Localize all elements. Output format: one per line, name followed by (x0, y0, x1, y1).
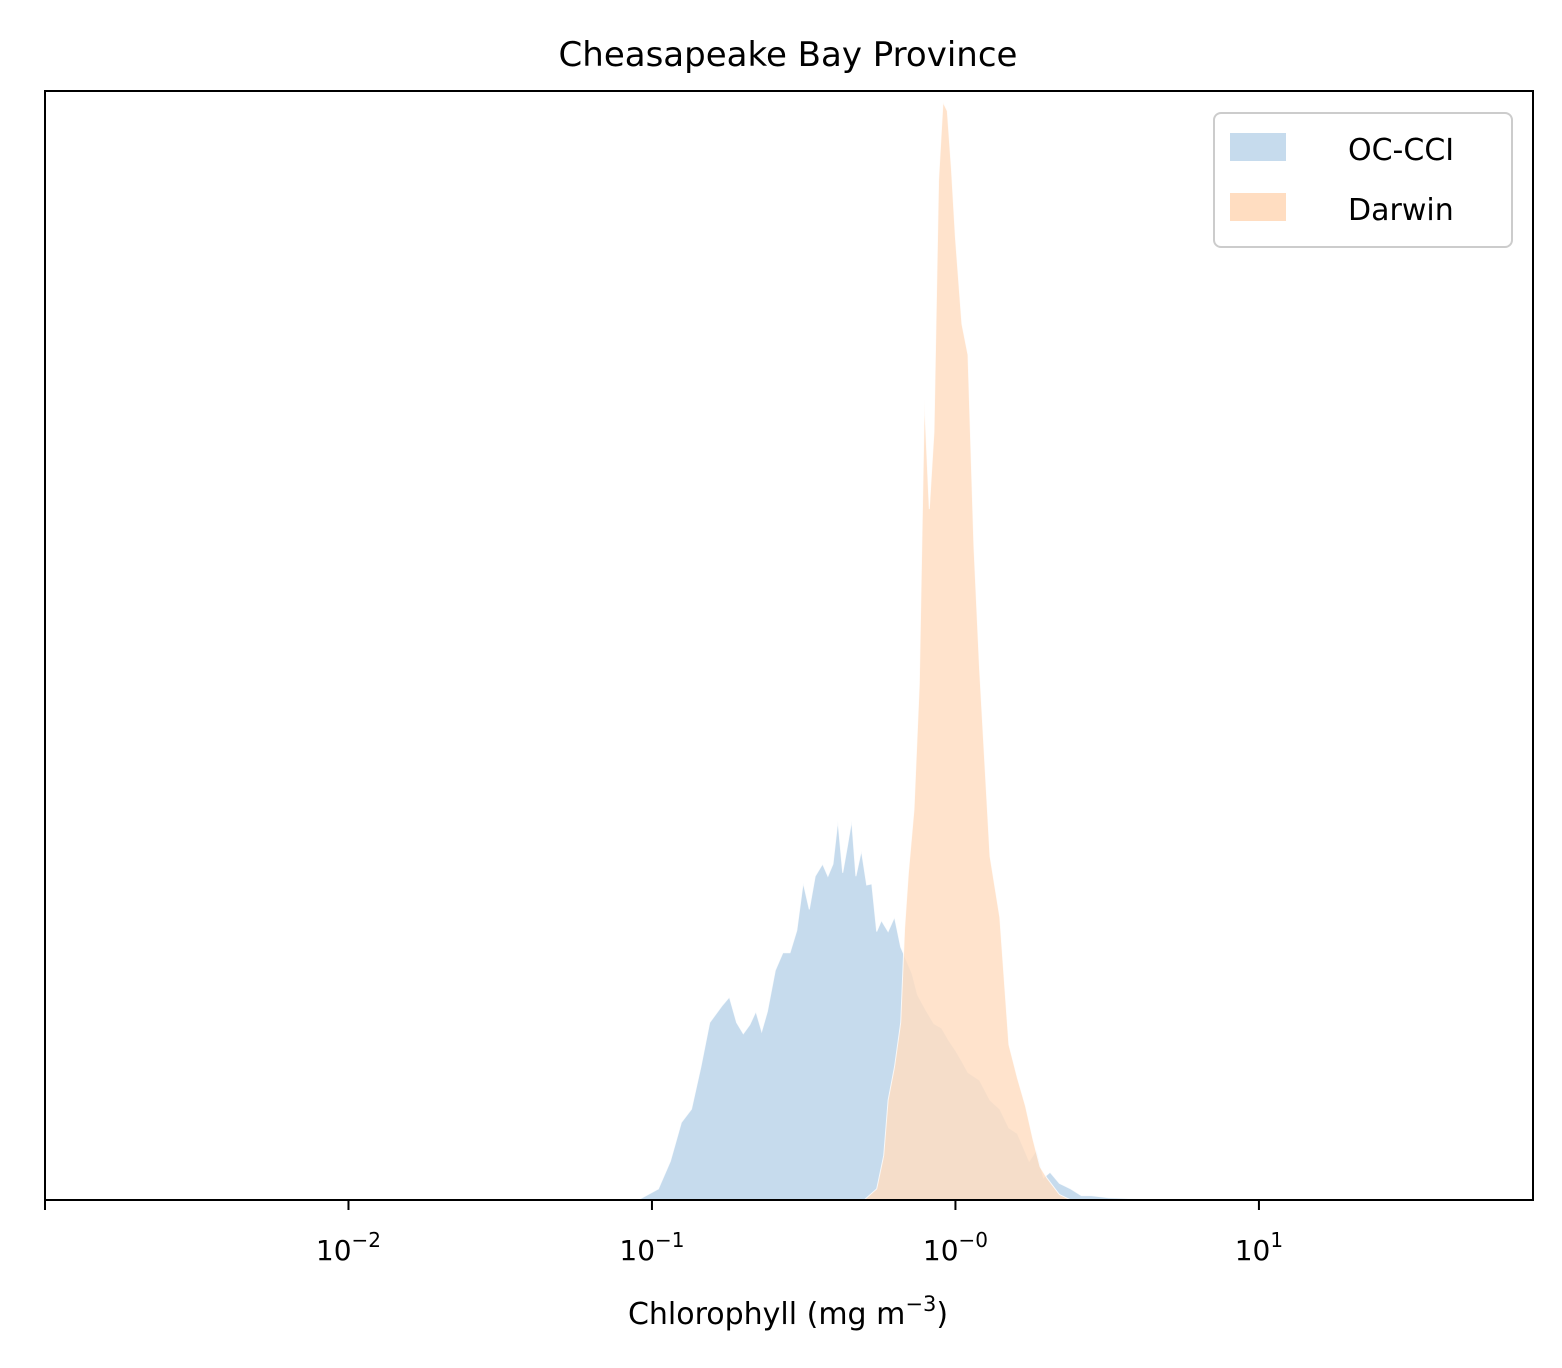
x-axis: 10−2 10−1 10−0 101 (44, 1200, 1283, 1267)
series-layer (584, 100, 1192, 1200)
legend-swatch-oc-cci (1230, 133, 1286, 161)
legend-label-oc-cci: OC-CCI (1348, 133, 1454, 168)
x-axis-label-superscript: −3 (905, 1292, 936, 1316)
x-tick-label-base: 10 (1235, 1234, 1271, 1267)
legend-swatch-darwin (1230, 193, 1286, 221)
x-tick-label-exponent: −2 (352, 1228, 381, 1252)
x-tick-label: 10−2 (316, 1228, 381, 1267)
series-area-darwin (863, 100, 1072, 1200)
x-axis-label: Chlorophyll (mg m−3) (628, 1292, 948, 1332)
x-tick-label: 101 (1235, 1228, 1283, 1267)
x-axis-label-end: ) (936, 1297, 948, 1332)
legend: OC-CCI Darwin (1213, 112, 1513, 248)
chart-title: Cheasapeake Bay Province (559, 35, 1018, 75)
x-tick-label: 10−1 (619, 1228, 684, 1267)
x-tick-label-exponent: −0 (959, 1228, 988, 1252)
x-tick-label-base: 10 (619, 1234, 655, 1267)
legend-box (1213, 112, 1513, 248)
plot-frame (44, 90, 1534, 1201)
x-axis-label-text: Chlorophyll (mg m (628, 1297, 905, 1332)
x-tick-label-exponent: 1 (1270, 1228, 1283, 1252)
legend-label-darwin: Darwin (1348, 193, 1454, 228)
x-tick-label-exponent: −1 (655, 1228, 684, 1252)
x-tick-label-base: 10 (923, 1234, 959, 1267)
x-tick-label: 10−0 (923, 1228, 988, 1267)
x-tick-label-base: 10 (316, 1234, 352, 1267)
